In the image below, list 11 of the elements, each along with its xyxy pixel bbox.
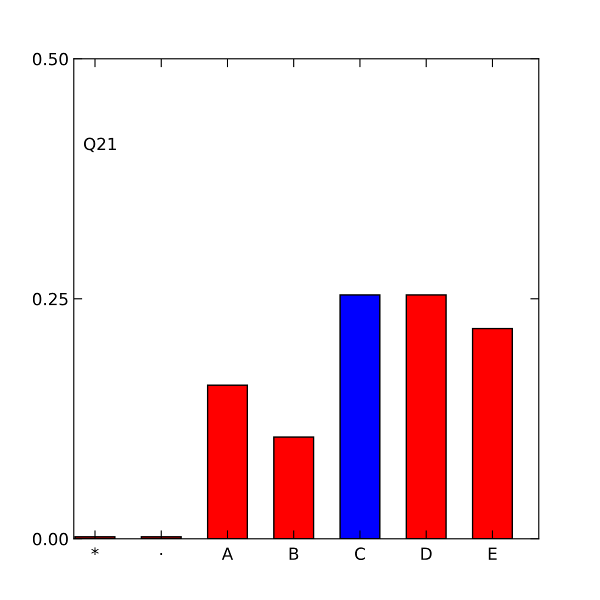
x-tick-label: E [488, 548, 497, 560]
x-tick-label: B [290, 548, 298, 560]
annotation: Q21 [84, 138, 116, 152]
x-tick-label: * [91, 547, 99, 556]
y-tick-label: 0.00 [32, 532, 68, 546]
x-tick-label: C [355, 547, 365, 560]
x-tick-label: · [160, 552, 162, 556]
x-tick-label: A [222, 548, 234, 560]
y-tick-label: 0.25 [32, 292, 68, 306]
y-tick-label: 0.50 [32, 52, 68, 66]
x-tick-label: D [421, 548, 432, 560]
